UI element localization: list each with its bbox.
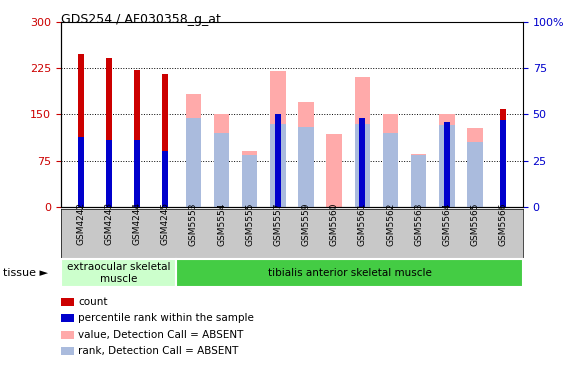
Text: percentile rank within the sample: percentile rank within the sample: [78, 313, 254, 324]
Bar: [134, 70, 140, 207]
Bar: [354, 78, 370, 207]
Bar: [275, 114, 281, 207]
Bar: [270, 124, 286, 207]
Text: count: count: [78, 297, 108, 307]
Bar: [467, 128, 483, 207]
Bar: [500, 109, 506, 207]
Bar: [444, 122, 450, 207]
Bar: [177, 259, 523, 287]
Bar: [327, 134, 342, 207]
Bar: [162, 74, 168, 207]
Bar: [78, 137, 84, 207]
Bar: [78, 54, 84, 207]
Bar: [500, 120, 506, 207]
Text: value, Detection Call = ABSENT: value, Detection Call = ABSENT: [78, 330, 244, 340]
Bar: [106, 58, 112, 207]
Bar: [359, 118, 365, 207]
Bar: [106, 140, 112, 207]
Text: extraocular skeletal
muscle: extraocular skeletal muscle: [67, 262, 170, 284]
Bar: [467, 142, 483, 207]
Bar: [214, 114, 229, 207]
Bar: [383, 133, 398, 207]
Bar: [439, 114, 454, 207]
Bar: [298, 127, 314, 207]
Bar: [162, 152, 168, 207]
Bar: [61, 259, 177, 287]
Bar: [270, 71, 286, 207]
Text: GDS254 / AF030358_g_at: GDS254 / AF030358_g_at: [61, 13, 221, 26]
Bar: [214, 133, 229, 207]
Bar: [134, 140, 140, 207]
Bar: [354, 124, 370, 207]
Bar: [186, 94, 201, 207]
Bar: [242, 155, 257, 207]
Text: tissue ►: tissue ►: [3, 268, 48, 278]
Bar: [411, 154, 426, 207]
Bar: [439, 126, 454, 207]
Bar: [242, 152, 257, 207]
Text: rank, Detection Call = ABSENT: rank, Detection Call = ABSENT: [78, 346, 239, 356]
Bar: [186, 118, 201, 207]
Bar: [383, 114, 398, 207]
Bar: [411, 155, 426, 207]
Text: tibialis anterior skeletal muscle: tibialis anterior skeletal muscle: [268, 268, 432, 278]
Bar: [298, 102, 314, 207]
